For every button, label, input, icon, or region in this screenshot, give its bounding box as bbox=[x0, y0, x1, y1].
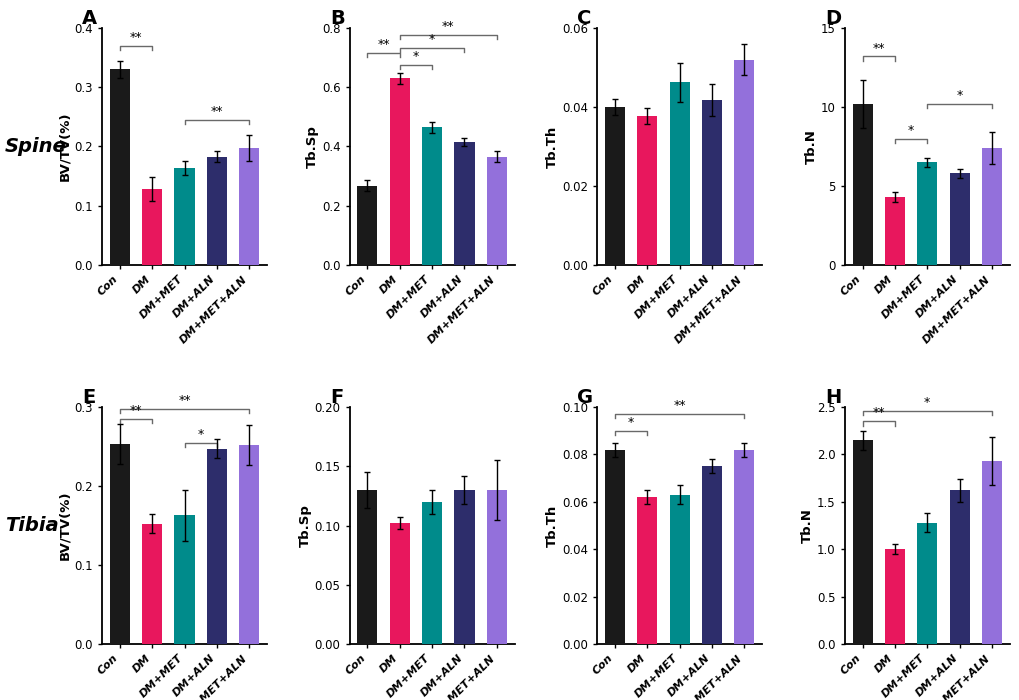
Bar bbox=[422, 502, 441, 644]
Text: F: F bbox=[329, 388, 342, 407]
Bar bbox=[701, 100, 721, 265]
Text: D: D bbox=[824, 9, 841, 28]
Bar bbox=[852, 104, 871, 265]
Text: *: * bbox=[907, 124, 913, 136]
Bar bbox=[734, 60, 754, 265]
Bar bbox=[110, 444, 129, 644]
Text: *: * bbox=[923, 396, 929, 409]
Bar bbox=[486, 157, 506, 265]
Bar bbox=[174, 169, 195, 265]
Text: **: ** bbox=[871, 41, 884, 55]
Bar bbox=[701, 466, 721, 644]
Text: **: ** bbox=[178, 394, 191, 407]
Text: Tibia: Tibia bbox=[5, 516, 59, 535]
Bar bbox=[239, 445, 259, 644]
Bar bbox=[949, 491, 969, 644]
Bar bbox=[604, 449, 625, 644]
Bar bbox=[852, 440, 871, 644]
Y-axis label: Tb.N: Tb.N bbox=[801, 508, 813, 543]
Text: **: ** bbox=[129, 31, 142, 44]
Bar bbox=[981, 461, 1001, 644]
Bar bbox=[174, 515, 195, 644]
Bar bbox=[357, 490, 377, 644]
Bar bbox=[389, 78, 410, 265]
Y-axis label: Tb.Th: Tb.Th bbox=[546, 125, 558, 167]
Bar bbox=[637, 116, 656, 265]
Text: *: * bbox=[198, 428, 204, 441]
Text: **: ** bbox=[377, 38, 389, 51]
Text: C: C bbox=[577, 9, 591, 28]
Text: **: ** bbox=[871, 407, 884, 419]
Bar bbox=[239, 148, 259, 265]
Text: E: E bbox=[83, 388, 96, 407]
Text: *: * bbox=[628, 416, 634, 429]
Bar bbox=[207, 449, 226, 644]
Bar bbox=[949, 174, 969, 265]
Bar bbox=[884, 550, 904, 644]
Text: H: H bbox=[824, 388, 841, 407]
Bar bbox=[454, 142, 474, 265]
Text: **: ** bbox=[441, 20, 454, 33]
Bar bbox=[142, 524, 162, 644]
Bar bbox=[916, 162, 936, 265]
Bar bbox=[142, 189, 162, 265]
Y-axis label: Tb.N: Tb.N bbox=[804, 129, 817, 164]
Text: **: ** bbox=[673, 399, 685, 412]
Text: **: ** bbox=[211, 105, 223, 118]
Text: Spine: Spine bbox=[5, 137, 67, 156]
Y-axis label: Tb.Th: Tb.Th bbox=[546, 505, 558, 547]
Bar bbox=[422, 127, 441, 265]
Bar bbox=[637, 497, 656, 644]
Bar bbox=[207, 157, 226, 265]
Text: *: * bbox=[413, 50, 419, 63]
Bar bbox=[981, 148, 1001, 265]
Text: *: * bbox=[429, 33, 435, 46]
Text: *: * bbox=[956, 89, 962, 102]
Text: G: G bbox=[577, 388, 593, 407]
Bar bbox=[604, 107, 625, 265]
Bar bbox=[110, 69, 129, 265]
Bar bbox=[669, 83, 689, 265]
Y-axis label: Tb.Sp: Tb.Sp bbox=[299, 504, 312, 547]
Text: B: B bbox=[329, 9, 344, 28]
Bar bbox=[454, 490, 474, 644]
Bar bbox=[357, 186, 377, 265]
Bar bbox=[916, 523, 936, 644]
Text: **: ** bbox=[129, 404, 142, 417]
Bar bbox=[734, 449, 754, 644]
Bar bbox=[884, 197, 904, 265]
Text: A: A bbox=[83, 9, 97, 28]
Y-axis label: Tb.Sp: Tb.Sp bbox=[306, 125, 319, 168]
Bar bbox=[389, 523, 410, 644]
Bar bbox=[669, 495, 689, 644]
Bar bbox=[486, 490, 506, 644]
Y-axis label: BV/TV(%): BV/TV(%) bbox=[58, 491, 71, 560]
Y-axis label: BV/TV(%): BV/TV(%) bbox=[58, 112, 71, 181]
